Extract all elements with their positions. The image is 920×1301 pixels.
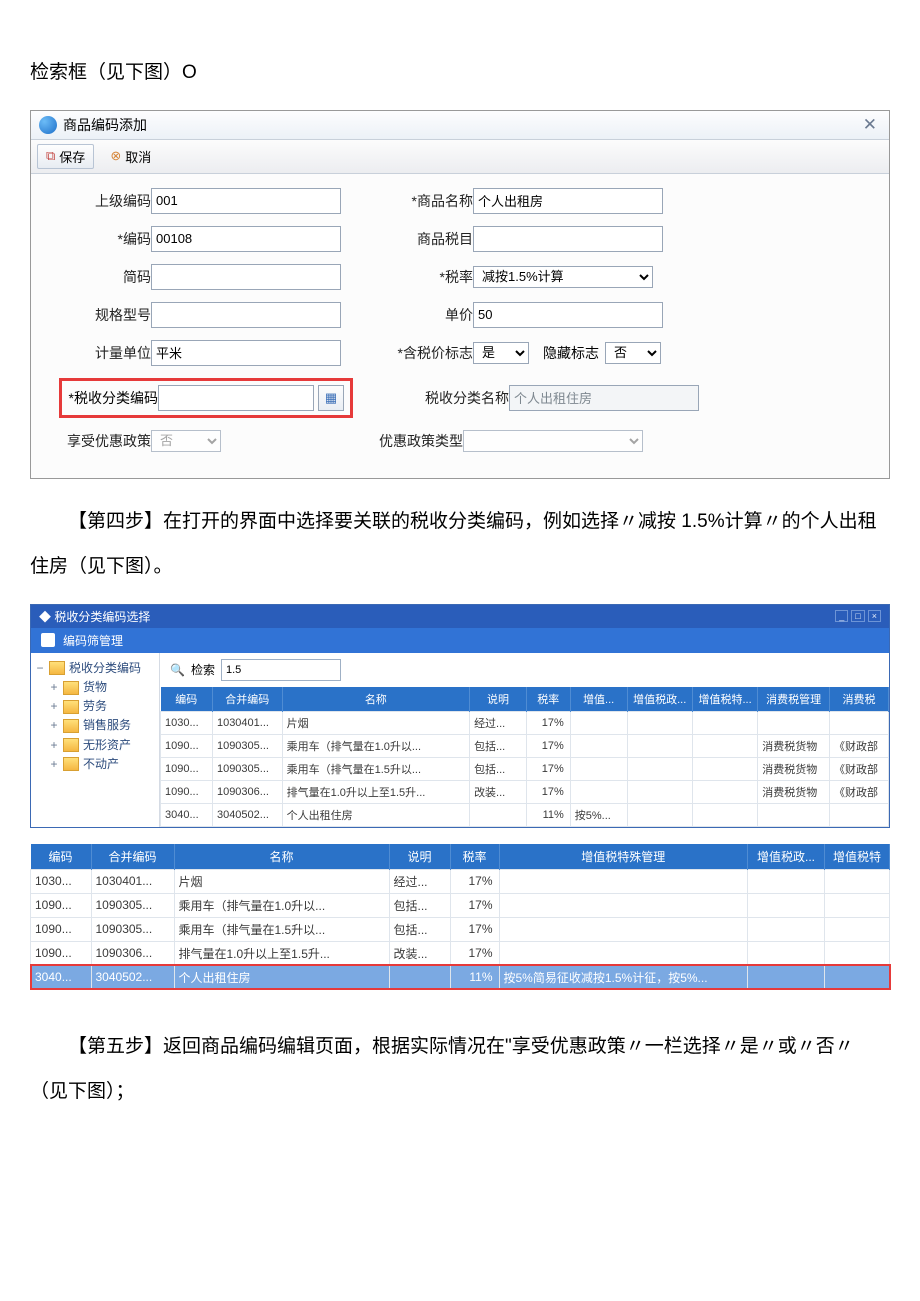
save-icon: ⧉ xyxy=(46,148,55,164)
save-label: 保存 xyxy=(59,147,85,166)
tree-node[interactable]: 销售服务 xyxy=(83,716,131,735)
col-header[interactable]: 增值税特殊管理 xyxy=(499,844,748,870)
selector-titlebar: ◆ 税收分类编码选择 _□× xyxy=(31,605,889,628)
tax-flag-label: *含税价标志 xyxy=(381,343,473,363)
search-icon: 🔍 xyxy=(170,663,185,677)
col-header[interactable]: 增值税特 xyxy=(825,844,890,870)
step5-text: 【第五步】返回商品编码编辑页面，根据实际情况在"享受优惠政策〃一栏选择〃是〃或〃… xyxy=(30,1024,890,1115)
col-header[interactable]: 编码 xyxy=(161,687,213,712)
unit-input[interactable] xyxy=(151,340,341,366)
results-table-2-wrap: 编码合并编码名称说明税率增值税特殊管理增值税政...增值税特 1030...10… xyxy=(30,844,890,990)
spec-input[interactable] xyxy=(151,302,341,328)
table-row[interactable]: 3040...3040502...个人出租住房11%按5%... xyxy=(161,803,889,826)
tax-class-code-label: *税收分类编码 xyxy=(68,388,158,408)
product-name-input[interactable] xyxy=(473,188,663,214)
code-input[interactable] xyxy=(151,226,341,252)
short-code-input[interactable] xyxy=(151,264,341,290)
parent-code-label: 上级编码 xyxy=(59,191,151,211)
col-header[interactable]: 增值... xyxy=(570,687,627,712)
close-icon[interactable]: ✕ xyxy=(859,115,881,135)
product-name-label: *商品名称 xyxy=(381,191,473,211)
col-header[interactable]: 说明 xyxy=(389,844,450,870)
save-button[interactable]: ⧉ 保存 xyxy=(37,144,94,169)
cancel-icon: ⊗ xyxy=(110,148,121,164)
policy-type-label: 优惠政策类型 xyxy=(371,431,463,451)
table-row[interactable]: 1090...1090305...乘用车（排气量在1.0升以...包括...17… xyxy=(31,893,890,917)
table-row[interactable]: 1090...1090306...排气量在1.0升以上至1.5升...改装...… xyxy=(31,941,890,965)
tax-rate-select[interactable]: 减按1.5%计算 xyxy=(473,266,653,288)
spec-label: 规格型号 xyxy=(59,305,151,325)
table-row[interactable]: 1030...1030401...片烟经过...17% xyxy=(161,711,889,734)
col-header[interactable]: 合并编码 xyxy=(212,687,282,712)
code-label: *编码 xyxy=(59,229,151,249)
add-product-code-dialog: 商品编码添加 ✕ ⧉ 保存 ⊗ 取消 上级编码 *商品名称 *编码 xyxy=(30,110,890,479)
tax-item-input[interactable] xyxy=(473,226,663,252)
col-header[interactable]: 消费税管理 xyxy=(758,687,830,712)
results-table-1: 编码合并编码名称说明税率增值...增值税政...增值税特...消费税管理消费税 … xyxy=(160,687,889,827)
col-header[interactable]: 名称 xyxy=(282,687,469,712)
dialog-titlebar: 商品编码添加 ✕ xyxy=(31,111,889,140)
tree-node[interactable]: 货物 xyxy=(83,678,107,697)
cancel-button[interactable]: ⊗ 取消 xyxy=(102,145,159,168)
col-header[interactable]: 消费税 xyxy=(830,687,889,712)
col-header[interactable]: 说明 xyxy=(470,687,527,712)
tax-class-code-input[interactable] xyxy=(158,385,314,411)
tax-rate-label: *税率 xyxy=(381,267,473,287)
dialog-toolbar: ⧉ 保存 ⊗ 取消 xyxy=(31,140,889,174)
selector-subbar: 编码筛管理 xyxy=(31,628,889,653)
selector-app-icon: ◆ xyxy=(39,610,51,624)
search-input[interactable] xyxy=(221,659,341,681)
lookup-button[interactable]: ▦ xyxy=(318,385,344,411)
category-tree[interactable]: −税收分类编码 +货物 +劳务 +销售服务 +无形资产 +不动产 xyxy=(31,653,160,827)
results-table-2: 编码合并编码名称说明税率增值税特殊管理增值税政...增值税特 1030...10… xyxy=(30,844,890,990)
cancel-label: 取消 xyxy=(125,147,151,166)
tax-item-label: 商品税目 xyxy=(381,229,473,249)
col-header[interactable]: 编码 xyxy=(31,844,92,870)
policy-type-select[interactable] xyxy=(463,430,643,452)
table-row[interactable]: 3040...3040502...个人出租住房11%按5%简易征收减按1.5%计… xyxy=(31,965,890,989)
selector-sub-label: 编码筛管理 xyxy=(63,632,123,649)
tree-node[interactable]: 劳务 xyxy=(83,697,107,716)
dialog-title: 商品编码添加 xyxy=(63,115,147,135)
tax-class-code-field: *税收分类编码 ▦ xyxy=(59,378,353,418)
table-row[interactable]: 1090...1090305...乘用车（排气量在1.0升以...包括...17… xyxy=(161,734,889,757)
col-header[interactable]: 合并编码 xyxy=(91,844,174,870)
unit-label: 计量单位 xyxy=(59,343,151,363)
app-icon xyxy=(39,116,57,134)
table-row[interactable]: 1090...1090305...乘用车（排气量在1.5升以...包括...17… xyxy=(161,757,889,780)
hidden-flag-label: 隐藏标志 xyxy=(543,343,599,363)
tax-flag-select[interactable]: 是 xyxy=(473,342,529,364)
col-header[interactable]: 名称 xyxy=(174,844,389,870)
table-row[interactable]: 1090...1090306...排气量在1.0升以上至1.5升...改装...… xyxy=(161,780,889,803)
table-row[interactable]: 1090...1090305...乘用车（排气量在1.5升以...包括...17… xyxy=(31,917,890,941)
selector-title: 税收分类编码选择 xyxy=(54,610,150,624)
tax-class-name-input xyxy=(509,385,699,411)
policy-label: 享受优惠政策 xyxy=(59,431,151,451)
policy-select[interactable]: 否 xyxy=(151,430,221,452)
tree-node[interactable]: 不动产 xyxy=(83,755,119,774)
col-header[interactable]: 增值税政... xyxy=(748,844,825,870)
tax-code-selector-dialog: ◆ 税收分类编码选择 _□× 编码筛管理 −税收分类编码 +货物 +劳务 +销售… xyxy=(30,604,890,828)
hidden-flag-select[interactable]: 否 xyxy=(605,342,661,364)
parent-code-input[interactable] xyxy=(151,188,341,214)
table-row[interactable]: 1030...1030401...片烟经过...17% xyxy=(31,869,890,893)
lookup-icon: ▦ xyxy=(325,390,337,406)
search-label: 检索 xyxy=(191,661,215,678)
manage-icon xyxy=(41,633,55,647)
tree-node[interactable]: 无形资产 xyxy=(83,736,131,755)
col-header[interactable]: 增值税特... xyxy=(692,687,757,712)
window-controls[interactable]: _□× xyxy=(835,610,881,622)
step4-text: 【第四步】在打开的界面中选择要关联的税收分类编码，例如选择〃减按 1.5%计算〃… xyxy=(30,499,890,590)
unit-price-label: 单价 xyxy=(381,305,473,325)
tree-root[interactable]: 税收分类编码 xyxy=(69,659,141,678)
short-code-label: 简码 xyxy=(59,267,151,287)
intro-text: 检索框（见下图）O xyxy=(30,50,890,96)
tax-class-name-label: 税收分类名称 xyxy=(417,388,509,408)
unit-price-input[interactable] xyxy=(473,302,663,328)
col-header[interactable]: 税率 xyxy=(450,844,499,870)
product-form: 上级编码 *商品名称 *编码 商品税目 简码 *税 xyxy=(31,174,889,478)
col-header[interactable]: 增值税政... xyxy=(627,687,692,712)
col-header[interactable]: 税率 xyxy=(526,687,570,712)
